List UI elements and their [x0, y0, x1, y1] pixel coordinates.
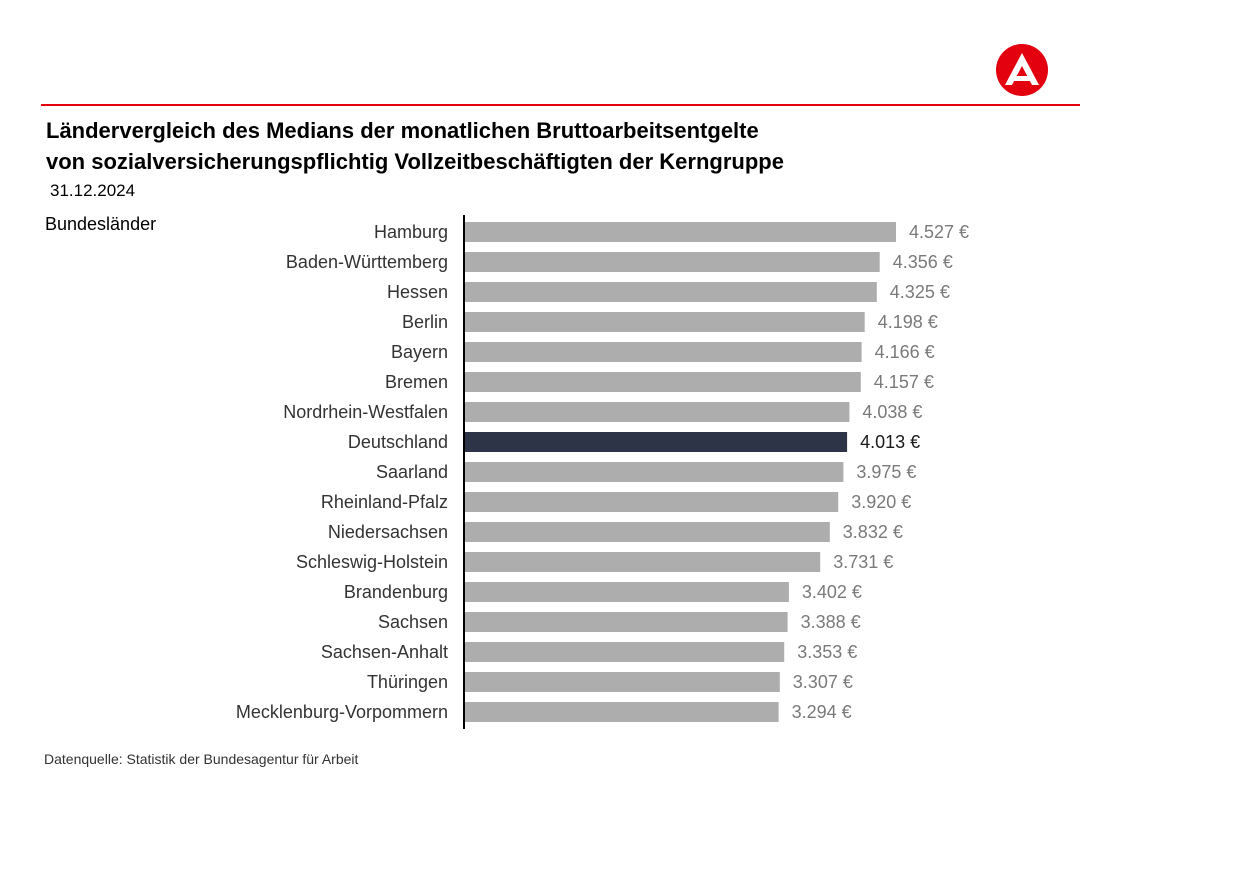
- category-label: Mecklenburg-Vorpommern: [236, 702, 448, 722]
- data-label: 3.975 €: [856, 462, 916, 482]
- category-label: Saarland: [376, 462, 448, 482]
- data-label: 4.166 €: [875, 342, 935, 362]
- header-rule: [41, 104, 1080, 106]
- category-label: Bremen: [385, 372, 448, 392]
- data-label: 4.038 €: [862, 402, 922, 422]
- bar: [465, 612, 788, 632]
- category-label: Rheinland-Pfalz: [321, 492, 448, 512]
- bar: [465, 702, 779, 722]
- category-label: Bayern: [391, 342, 448, 362]
- bar: [465, 642, 785, 662]
- bar: [465, 372, 861, 392]
- category-axis-heading: Bundesländer: [45, 214, 157, 234]
- bar: [465, 492, 839, 512]
- data-label: 4.356 €: [893, 252, 953, 272]
- data-label: 3.388 €: [801, 612, 861, 632]
- chart-title-line-2: von sozialversicherungspflichtig Vollzei…: [46, 149, 784, 174]
- category-label: Sachsen-Anhalt: [321, 642, 448, 662]
- bar: [465, 582, 789, 602]
- bar: [465, 342, 862, 362]
- data-label: 3.294 €: [792, 702, 852, 722]
- bar: [465, 522, 830, 542]
- category-label: Niedersachsen: [328, 522, 448, 542]
- chart-date: 31.12.2024: [50, 181, 136, 200]
- bar: [465, 282, 877, 302]
- bar: [465, 252, 880, 272]
- category-label: Nordrhein-Westfalen: [283, 402, 448, 422]
- bar-highlight: [465, 432, 848, 452]
- bundesagentur-fuer-arbeit-logo-icon: [996, 44, 1048, 96]
- data-label: 3.832 €: [843, 522, 903, 542]
- bar: [465, 222, 896, 242]
- chart-title-line-1: Ländervergleich des Medians der monatlic…: [46, 118, 759, 143]
- category-label: Thüringen: [367, 672, 448, 692]
- bar: [465, 402, 850, 422]
- bar: [465, 462, 844, 482]
- data-source-note: Datenquelle: Statistik der Bundesagentur…: [44, 751, 359, 767]
- category-label: Deutschland: [348, 432, 448, 452]
- category-label: Hamburg: [374, 222, 448, 242]
- data-label: 4.157 €: [874, 372, 934, 392]
- data-label: 3.307 €: [793, 672, 853, 692]
- category-label: Hessen: [387, 282, 448, 302]
- data-label: 4.013 €: [860, 432, 920, 452]
- data-label: 4.198 €: [878, 312, 938, 332]
- bar: [465, 312, 865, 332]
- data-label: 4.325 €: [890, 282, 950, 302]
- data-label: 4.527 €: [909, 222, 969, 242]
- bar: [465, 552, 821, 572]
- category-label: Schleswig-Holstein: [296, 552, 448, 572]
- bar: [465, 672, 780, 692]
- data-label: 3.920 €: [851, 492, 911, 512]
- logo-a-crossbar: [1012, 76, 1032, 81]
- category-label: Sachsen: [378, 612, 448, 632]
- category-label: Berlin: [402, 312, 448, 332]
- data-label: 3.353 €: [797, 642, 857, 662]
- data-label: 3.402 €: [802, 582, 862, 602]
- category-label: Baden-Württemberg: [286, 252, 448, 272]
- category-label: Brandenburg: [344, 582, 448, 602]
- data-label: 3.731 €: [833, 552, 893, 572]
